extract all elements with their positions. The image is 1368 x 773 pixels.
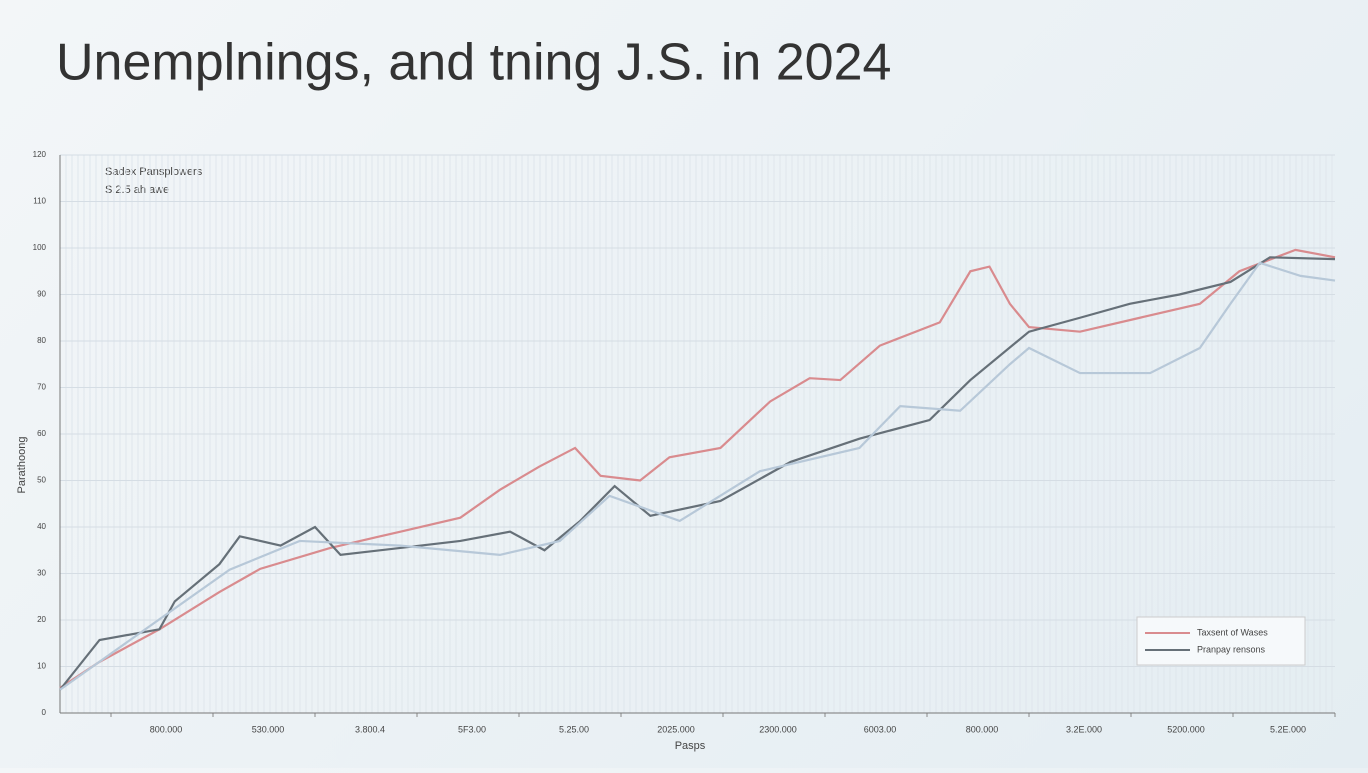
- annotation: Sadex Pansplowers: [105, 166, 203, 178]
- y-tick-label: 110: [33, 197, 46, 206]
- x-tick-label: 5.2E.000: [1270, 724, 1306, 734]
- line-series: [59, 256, 1336, 691]
- x-tick-label: 6003.00: [864, 724, 897, 734]
- x-tick-label: 5F3.00: [458, 724, 486, 734]
- y-tick-label: 70: [37, 383, 46, 392]
- y-tick-label: 10: [37, 662, 46, 671]
- x-tick-label: 5.25.00: [559, 724, 589, 734]
- line-series: [59, 261, 1336, 691]
- x-tick-label: 800.000: [966, 724, 999, 734]
- y-tick-label: 80: [37, 336, 46, 345]
- annotation: S.2.5 ah awe: [105, 184, 169, 196]
- x-tick-label: 5200.000: [1167, 724, 1205, 734]
- chart-title: Unemplnings, and tning J.S. in 2024: [56, 34, 891, 92]
- x-tick-label: 3.2E.000: [1066, 724, 1102, 734]
- x-tick-label: 3.800.4: [355, 724, 385, 734]
- y-tick-label: 90: [37, 290, 46, 299]
- y-tick-label: 30: [37, 569, 46, 578]
- x-axis-label: Pasps: [675, 740, 706, 752]
- y-tick-label: 20: [37, 615, 46, 624]
- x-tick-label: 530.000: [252, 724, 285, 734]
- line-series: [59, 248, 1336, 689]
- legend-label: Taxsent of Wases: [1197, 627, 1268, 637]
- x-tick-label: 800.000: [150, 724, 183, 734]
- y-tick-label: 0: [42, 708, 47, 717]
- legend-label: Pranpay rensons: [1197, 644, 1266, 654]
- legend-box: [1136, 616, 1306, 666]
- y-tick-label: 40: [37, 522, 46, 531]
- y-tick-label: 100: [33, 243, 47, 252]
- y-tick-label: 120: [33, 150, 47, 159]
- y-axis-label: Parathoong: [16, 437, 28, 494]
- x-tick-label: 2300.000: [759, 724, 797, 734]
- y-tick-label: 60: [37, 429, 46, 438]
- y-tick-label: 50: [37, 476, 46, 485]
- x-tick-label: 2025.000: [657, 724, 695, 734]
